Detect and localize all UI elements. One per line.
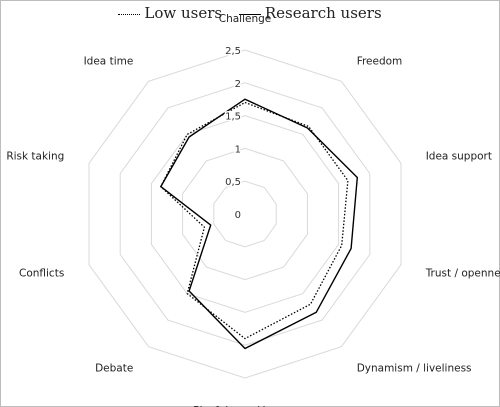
axis-label: Challenge xyxy=(219,13,272,25)
tick-label: 0 xyxy=(235,210,241,221)
grid-ring-1 xyxy=(213,180,277,248)
axis-label: Risk taking xyxy=(6,150,64,162)
tick-label: 0,5 xyxy=(225,177,241,188)
axis-label: Trust / openness xyxy=(425,268,500,280)
grid-ring-3 xyxy=(150,115,340,313)
series-line-0 xyxy=(160,101,349,340)
grid-ring-2 xyxy=(182,147,308,281)
axis-label: Playfulness / humor xyxy=(193,405,297,407)
axis-label: Idea time xyxy=(84,55,134,67)
tick-label: 2 xyxy=(235,79,241,90)
grid-ring-5 xyxy=(88,49,402,379)
axis-label: Freedom xyxy=(357,55,403,67)
legend-swatch-dotted xyxy=(118,13,141,15)
axis-label: Debate xyxy=(95,363,133,375)
legend: Low users Research users xyxy=(0,4,500,22)
legend-swatch-solid xyxy=(238,13,261,15)
label-layer: 0 0,5 1 1,5 2 2,5 Challenge Freedom Idea support… xyxy=(6,13,500,407)
legend-item-research-users: Research users xyxy=(238,4,382,22)
series-layer xyxy=(160,98,358,350)
grid-layer xyxy=(88,49,402,379)
legend-item-low-users: Low users xyxy=(118,4,222,22)
legend-label-research-users: Research users xyxy=(264,4,382,22)
legend-label-low-users: Low users xyxy=(144,4,223,22)
grid-ring-4 xyxy=(119,82,371,346)
axis-label: Conflicts xyxy=(19,268,64,280)
tick-label: 1,5 xyxy=(225,112,241,123)
series-line-1 xyxy=(160,98,358,350)
tick-label: 2,5 xyxy=(225,46,241,57)
tick-label: 1 xyxy=(235,144,241,155)
axis-label: Dynamism / liveliness xyxy=(357,363,472,375)
axis-label: Idea support xyxy=(426,150,492,162)
